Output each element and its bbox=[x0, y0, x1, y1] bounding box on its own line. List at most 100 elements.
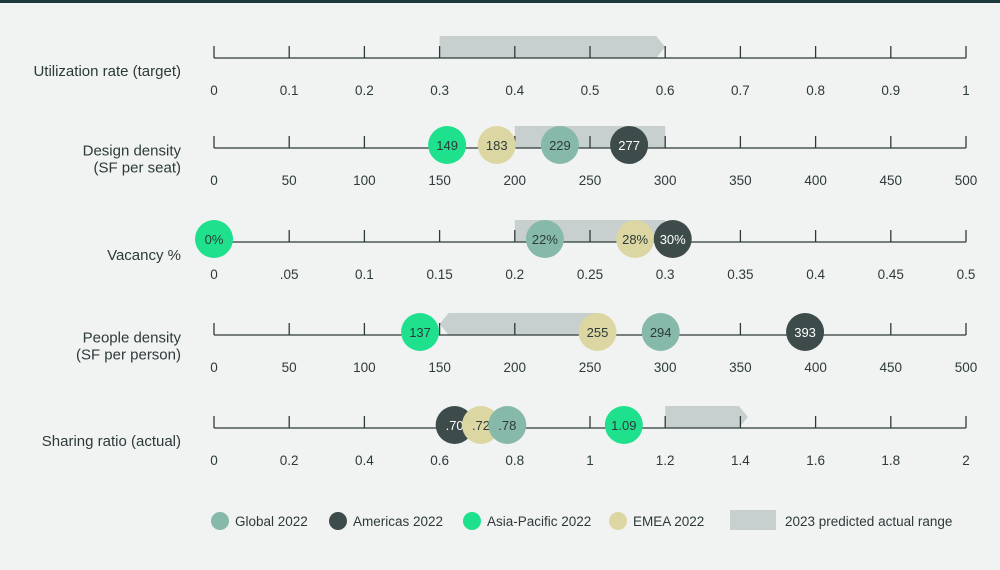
tick-label: 400 bbox=[804, 173, 827, 188]
row-label: (SF per seat) bbox=[93, 160, 181, 177]
tick-label: 0 bbox=[210, 267, 218, 282]
tick-label: 50 bbox=[282, 173, 297, 188]
data-point-label: .70 bbox=[446, 418, 464, 433]
tick-label: 0.3 bbox=[430, 83, 449, 98]
tick-label: 0.6 bbox=[656, 83, 675, 98]
tick-label: 2 bbox=[962, 453, 970, 468]
row-label: (SF per person) bbox=[76, 347, 181, 364]
tick-label: 350 bbox=[729, 173, 752, 188]
tick-label: 400 bbox=[804, 360, 827, 375]
tick-label: 450 bbox=[880, 173, 903, 188]
tick-label: 1.2 bbox=[656, 453, 675, 468]
chart-row-0: 0 0.1 0.2 0.3 0.4 0.5 0.6 0.7 0.8 0.9 1 Utilization… bbox=[33, 36, 970, 98]
data-point-label: 183 bbox=[486, 138, 508, 153]
chart-row-3: 0 50 100 150 200 250 300 350 400 450 500 People den… bbox=[76, 313, 977, 375]
data-point-label: 1.09 bbox=[611, 418, 636, 433]
data-point-global bbox=[540, 126, 579, 164]
tick-label: 350 bbox=[729, 360, 752, 375]
tick-label: 200 bbox=[504, 173, 527, 188]
tick-label: 0.15 bbox=[426, 267, 452, 282]
legend-swatch-americas bbox=[329, 512, 347, 530]
legend-label: Americas 2022 bbox=[353, 514, 443, 529]
tick-label: 0.8 bbox=[505, 453, 524, 468]
data-point-emea bbox=[461, 406, 500, 444]
tick-label: 0.2 bbox=[505, 267, 524, 282]
tick-label: 0.6 bbox=[430, 453, 449, 468]
top-accent-bar bbox=[0, 0, 1000, 3]
data-point-americas bbox=[786, 313, 825, 351]
tick-label: 0.4 bbox=[806, 267, 825, 282]
legend-swatch-global bbox=[211, 512, 229, 530]
row-label: Design density bbox=[83, 143, 182, 160]
data-point-emea bbox=[578, 313, 617, 351]
legend-label: Global 2022 bbox=[235, 514, 308, 529]
tick-label: 200 bbox=[504, 360, 527, 375]
tick-label: 1.4 bbox=[731, 453, 750, 468]
tick-label: 150 bbox=[428, 173, 451, 188]
data-point-global bbox=[641, 313, 680, 351]
data-point-americas bbox=[610, 126, 649, 164]
row-label: Vacancy % bbox=[107, 247, 181, 264]
row-label: People density bbox=[83, 330, 182, 347]
tick-label: 0 bbox=[210, 83, 218, 98]
tick-label: 0.7 bbox=[731, 83, 750, 98]
tick-label: 150 bbox=[428, 360, 451, 375]
legend: Global 2022 Americas 2022 Asia-Pacific 202… bbox=[211, 510, 952, 530]
data-point-asia-pacific bbox=[401, 313, 440, 351]
data-point-label: 255 bbox=[587, 325, 609, 340]
legend-label: Asia-Pacific 2022 bbox=[487, 514, 591, 529]
tick-label: 1 bbox=[962, 83, 970, 98]
data-point-label: 0% bbox=[205, 232, 224, 247]
tick-label: 250 bbox=[579, 360, 602, 375]
legend-swatch-range bbox=[730, 510, 776, 530]
tick-label: 0 bbox=[210, 360, 218, 375]
row-label: Sharing ratio (actual) bbox=[42, 433, 181, 450]
chart-row-1: 0 50 100 150 200 250 300 350 400 450 500 Design den… bbox=[83, 126, 978, 188]
data-point-label: 22% bbox=[532, 232, 558, 247]
legend-swatch-asia-pacific bbox=[463, 512, 481, 530]
tick-label: 0.4 bbox=[505, 83, 524, 98]
data-point-label: 137 bbox=[409, 325, 431, 340]
chart-row-4: 0 0.2 0.4 0.6 0.8 1 1.2 1.4 1.6 1.8 2 Sharing ratio… bbox=[42, 406, 970, 468]
legend-label: 2023 predicted actual range bbox=[785, 514, 952, 529]
data-point-label: 393 bbox=[794, 325, 816, 340]
tick-label: 0.2 bbox=[355, 83, 374, 98]
tick-label: 0.5 bbox=[581, 83, 600, 98]
tick-label: 0.1 bbox=[280, 83, 299, 98]
tick-label: .05 bbox=[280, 267, 299, 282]
predicted-range-band bbox=[439, 36, 666, 58]
data-point-asia-pacific bbox=[195, 220, 233, 258]
tick-label: 0.8 bbox=[806, 83, 825, 98]
predicted-range-band bbox=[665, 406, 748, 428]
data-point-label: 149 bbox=[436, 138, 458, 153]
tick-label: 0.2 bbox=[280, 453, 299, 468]
chart-row-2: 0 .05 0.1 0.15 0.2 0.25 0.3 0.35 0.4 0.45 0.5 Vacan… bbox=[107, 220, 975, 282]
tick-label: 0.5 bbox=[957, 267, 976, 282]
tick-label: 0.1 bbox=[355, 267, 374, 282]
data-point-emea bbox=[616, 220, 655, 258]
tick-label: 500 bbox=[955, 360, 978, 375]
data-point-label: 229 bbox=[549, 138, 571, 153]
tick-label: 1.6 bbox=[806, 453, 825, 468]
row-label: Utilization rate (target) bbox=[33, 63, 181, 80]
data-point-asia-pacific bbox=[604, 406, 643, 444]
tick-label: 500 bbox=[955, 173, 978, 188]
tick-label: 250 bbox=[579, 173, 602, 188]
tick-label: 0.25 bbox=[577, 267, 603, 282]
tick-label: 0 bbox=[210, 453, 218, 468]
tick-label: 100 bbox=[353, 173, 376, 188]
predicted-range-band bbox=[439, 313, 598, 335]
tick-label: 0.35 bbox=[727, 267, 753, 282]
data-point-global bbox=[525, 220, 564, 258]
data-point-label: .72 bbox=[472, 418, 490, 433]
tick-label: 300 bbox=[654, 173, 677, 188]
tick-label: 0 bbox=[210, 173, 218, 188]
legend-label: EMEA 2022 bbox=[633, 514, 704, 529]
data-point-label: 294 bbox=[650, 325, 672, 340]
data-point-label: 28% bbox=[622, 232, 648, 247]
data-point-americas bbox=[653, 220, 692, 258]
tick-label: 0.45 bbox=[878, 267, 904, 282]
data-point-global bbox=[488, 406, 527, 444]
tick-label: 50 bbox=[282, 360, 297, 375]
